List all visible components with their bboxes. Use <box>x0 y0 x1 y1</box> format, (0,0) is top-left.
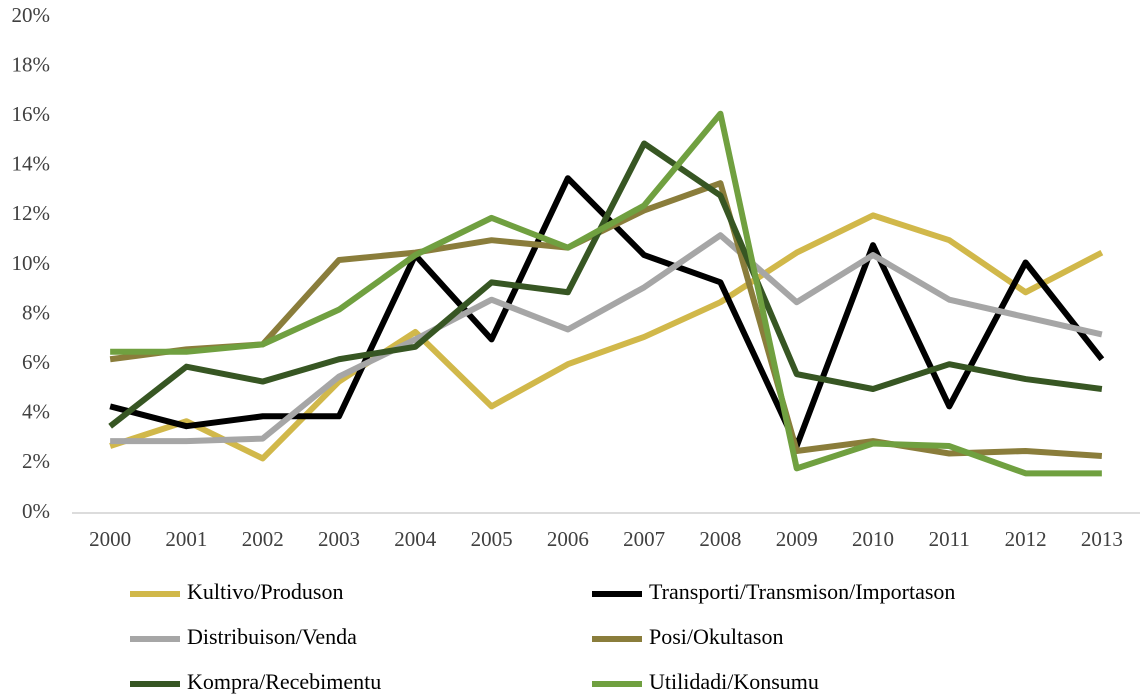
x-tick-label: 2010 <box>852 527 894 551</box>
y-tick-label: 16% <box>12 102 51 126</box>
y-tick-label: 10% <box>12 251 51 275</box>
y-tick-label: 18% <box>12 52 51 76</box>
legend-label: Kultivo/Produson <box>187 579 343 604</box>
x-tick-label: 2000 <box>89 527 131 551</box>
x-tick-label: 2012 <box>1005 527 1047 551</box>
y-tick-label: 0% <box>22 499 50 523</box>
legend-label: Distribuison/Venda <box>187 624 357 649</box>
y-tick-label: 20% <box>12 3 51 27</box>
legend-label: Posi/Okultason <box>649 624 783 649</box>
x-tick-label: 2006 <box>547 527 589 551</box>
x-tick-label: 2007 <box>623 527 665 551</box>
x-tick-label: 2013 <box>1081 527 1123 551</box>
series-line <box>110 110 1102 477</box>
legend-label: Transporti/Transmison/Importason <box>649 579 955 604</box>
x-tick-label: 2003 <box>318 527 360 551</box>
series-line <box>110 232 1103 445</box>
legend-label: Kompra/Recebimentu <box>187 669 381 694</box>
x-tick-label: 2004 <box>394 527 437 551</box>
y-tick-label: 14% <box>12 152 51 176</box>
series-line <box>109 212 1104 462</box>
y-tick-label: 4% <box>22 400 50 424</box>
x-tick-label: 2005 <box>471 527 513 551</box>
x-tick-label: 2002 <box>242 527 284 551</box>
y-tick-label: 12% <box>12 201 51 225</box>
y-tick-label: 8% <box>22 300 50 324</box>
legend-label: Utilidadi/Konsumu <box>649 669 819 694</box>
y-tick-label: 6% <box>22 350 50 374</box>
x-tick-label: 2001 <box>165 527 207 551</box>
x-tick-label: 2009 <box>776 527 818 551</box>
x-tick-label: 2011 <box>929 527 970 551</box>
series-line <box>108 140 1103 429</box>
y-tick-label: 2% <box>22 449 50 473</box>
x-tick-label: 2008 <box>699 527 741 551</box>
